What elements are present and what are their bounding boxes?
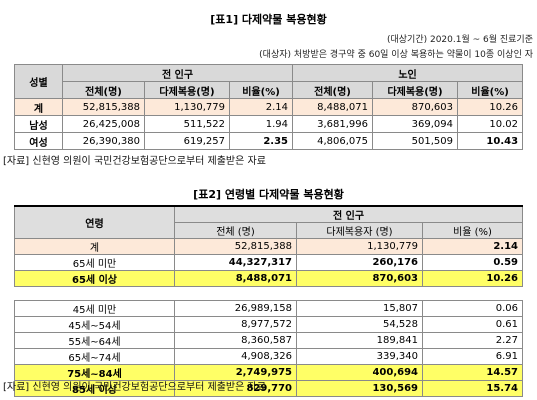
cell-value: 54,528: [296, 316, 423, 333]
header-age: 연령: [14, 205, 175, 239]
cell-value: 2.14: [421, 238, 524, 255]
row-label: 계: [14, 98, 63, 116]
row-label: 85세 이상: [14, 380, 175, 397]
table-row: 여성 26,390,380 619,257 2.35 4,806,075 501…: [14, 132, 524, 150]
cell-value: 1,130,779: [296, 238, 423, 255]
cell-value: 1.94: [228, 115, 294, 133]
cell-value: 8,488,071: [174, 270, 297, 287]
table1-target-note: (대상자) 처방받은 경구약 중 60일 이상 복용하는 약물이 10종 이상인…: [259, 50, 533, 60]
cell-value: 26,425,008: [62, 115, 145, 133]
row-label: 65세 미만: [14, 254, 175, 271]
cell-value: 6.91: [421, 348, 524, 365]
table-row: 남성 26,425,008 511,522 1.94 3,681,996 369…: [14, 115, 524, 133]
cell-value: 0.61: [421, 316, 524, 333]
cell-value: 619,257: [144, 132, 230, 150]
cell-value: 52,815,388: [174, 238, 297, 255]
cell-value: 369,094: [372, 115, 459, 133]
cell-value: 4,908,326: [174, 348, 297, 365]
row-label: 45세~54세: [14, 316, 175, 333]
cell-value: 1,130,779: [144, 98, 230, 116]
subheader-ratio: 비율(%): [228, 81, 294, 99]
cell-value: 130,569: [296, 380, 423, 397]
table-row: 65세 이상 8,488,071 870,603 10.26: [14, 270, 524, 287]
cell-value: 2.14: [228, 98, 294, 116]
subheader-total: 전체(명): [292, 81, 374, 99]
cell-value: 4,806,075: [292, 132, 374, 150]
subheader-ratio: 비율 (%): [421, 222, 524, 239]
cell-value: 2.35: [228, 132, 294, 150]
table-row: 85세 이상 829,770 130,569 15.74: [14, 380, 524, 397]
row-label: 65세 이상: [14, 270, 175, 287]
cell-value: 52,815,388: [62, 98, 145, 116]
header-all-population: 전 인구: [61, 64, 294, 82]
cell-value: 26,989,158: [174, 300, 297, 317]
subheader-total: 전체 (명): [174, 222, 297, 239]
table1-subheader-row: 전체(명) 다제복용(명) 비율(%) 전체(명) 다제복용(명) 비율(%): [15, 81, 524, 99]
row-label: 55세~64세: [14, 332, 175, 349]
cell-value: 511,522: [144, 115, 230, 133]
table-row: 65세 미만 44,327,317 260,176 0.59: [14, 254, 524, 271]
cell-value: 189,841: [296, 332, 423, 349]
cell-value: 15,807: [296, 300, 423, 317]
cell-value: 2,749,975: [174, 364, 297, 381]
header-gender: 성별: [14, 64, 63, 99]
header-elderly: 노인: [292, 64, 524, 82]
row-label: 45세 미만: [14, 300, 175, 317]
polypharmacy-status-table: 성별 전 인구 노인 전체(명) 다제복용(명) 비율(%) 전체(명) 다제복…: [14, 64, 524, 150]
cell-value: 400,694: [296, 364, 423, 381]
table2-title: [표2] 연령별 다제약물 복용현황: [193, 188, 344, 201]
table1-title: [표1] 다제약물 복용현황: [210, 13, 327, 26]
table-spacer: [14, 286, 523, 301]
table-row: 45세 미만 26,989,158 15,807 0.06: [14, 300, 524, 317]
subheader-total: 전체(명): [62, 81, 145, 99]
subheader-ratio: 비율(%): [457, 81, 524, 99]
cell-value: 0.06: [421, 300, 524, 317]
cell-value: 339,340: [296, 348, 423, 365]
cell-value: 44,327,317: [174, 254, 297, 271]
cell-value: 2.27: [421, 332, 524, 349]
row-label: 계: [14, 238, 175, 255]
table2-header-row: 연령 전 인구: [14, 205, 524, 239]
table-row: 55세~64세 8,360,587 189,841 2.27: [14, 332, 524, 349]
cell-value: 10.26: [457, 98, 524, 116]
cell-value: 260,176: [296, 254, 423, 271]
cell-value: 8,360,587: [174, 332, 297, 349]
cell-value: 15.74: [421, 380, 524, 397]
row-label: 65세~74세: [14, 348, 175, 365]
cell-value: 3,681,996: [292, 115, 374, 133]
subheader-poly: 다제복용(명): [144, 81, 230, 99]
row-label: 여성: [14, 132, 63, 150]
table-row: 45세~54세 8,977,572 54,528 0.61: [14, 316, 524, 333]
table-row: 계 52,815,388 1,130,779 2.14: [14, 238, 524, 255]
table1-header-row: 성별 전 인구 노인: [14, 64, 524, 99]
table-row: 계 52,815,388 1,130,779 2.14 8,488,071 87…: [14, 98, 524, 116]
cell-value: 10.02: [457, 115, 524, 133]
table1-period-note: (대상기간) 2020.1월 ~ 6월 진료기준: [386, 35, 533, 45]
subheader-poly: 다제복용자 (명): [296, 222, 423, 239]
cell-value: 8,488,071: [292, 98, 374, 116]
cell-value: 10.26: [421, 270, 524, 287]
cell-value: 14.57: [421, 364, 524, 381]
row-label: 남성: [14, 115, 63, 133]
cell-value: 501,509: [372, 132, 459, 150]
cell-value: 829,770: [174, 380, 297, 397]
subheader-poly: 다제복용(명): [372, 81, 459, 99]
table1-source-note: [자료] 신현영 의원이 국민건강보험공단으로부터 제출받은 자료: [3, 156, 266, 167]
cell-value: 870,603: [372, 98, 459, 116]
table2-source-note: [자료] 신현영 의원이 국민건강보험공단으로부터 제출받은 자료: [3, 382, 266, 393]
cell-value: 26,390,380: [62, 132, 145, 150]
cell-value: 10.43: [457, 132, 524, 150]
header-all-population: 전 인구: [173, 205, 524, 223]
cell-value: 8,977,572: [174, 316, 297, 333]
table-row: 65세~74세 4,908,326 339,340 6.91: [14, 348, 524, 365]
cell-value: 870,603: [296, 270, 423, 287]
age-polypharmacy-table: 연령 전 인구 전체 (명) 다제복용자 (명) 비율 (%) 계 52,815…: [14, 205, 524, 397]
cell-value: 0.59: [421, 254, 524, 271]
